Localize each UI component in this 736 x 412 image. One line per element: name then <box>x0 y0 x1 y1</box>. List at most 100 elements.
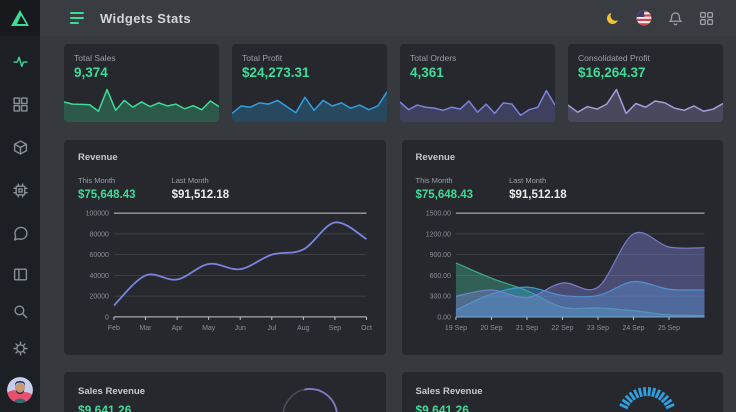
sales-revenue-value: $9,641.26 <box>415 403 469 412</box>
stats-row: Total Sales 9,374 Total Profit $24,273.3… <box>64 44 723 122</box>
tick-ring-gauge-chart <box>619 386 675 410</box>
sales-revenue-value: $9,641.26 <box>78 403 132 412</box>
sales-revenue-card-left: Sales Revenue $9,641.26 <box>64 372 386 412</box>
sparkline-chart <box>400 89 555 122</box>
this-month-block: This Month $75,648.43 <box>416 176 474 201</box>
last-month-value: $91,512.18 <box>171 189 230 201</box>
sidebar-item-products[interactable] <box>12 139 28 155</box>
sidebar <box>0 0 40 412</box>
last-month-block: Last Month $91,512.18 <box>172 176 230 201</box>
last-month-label: Last Month <box>171 176 209 185</box>
stat-card-total-orders: Total Orders 4,361 <box>400 44 555 122</box>
svg-text:Mar: Mar <box>140 325 153 332</box>
apps-grid-icon[interactable] <box>696 8 716 28</box>
this-month-block: This Month $75,648.43 <box>78 176 136 201</box>
svg-text:900.00: 900.00 <box>429 252 450 259</box>
sidebar-item-layout[interactable] <box>12 266 28 282</box>
svg-text:300.00: 300.00 <box>429 294 450 301</box>
card-title: Revenue <box>415 152 456 163</box>
sidebar-item-settings[interactable] <box>12 340 28 356</box>
last-month-block: Last Month $91,512.18 <box>509 176 567 201</box>
card-title: Sales Revenue <box>415 386 483 397</box>
svg-text:1500.00: 1500.00 <box>425 211 450 218</box>
svg-text:20000: 20000 <box>90 294 110 301</box>
donut-gauge-chart <box>281 388 338 412</box>
svg-text:600.00: 600.00 <box>429 273 450 280</box>
svg-text:80000: 80000 <box>90 231 110 238</box>
sidebar-item-system[interactable] <box>12 182 28 198</box>
language-flag-icon[interactable] <box>634 8 654 28</box>
notifications-bell-icon[interactable] <box>665 8 685 28</box>
sidebar-item-messages[interactable] <box>12 225 28 241</box>
this-month-label: This Month <box>415 176 453 185</box>
stat-label: Total Profit <box>242 53 283 63</box>
this-month-value: $75,648.43 <box>415 189 474 201</box>
sidebar-nav <box>12 53 28 241</box>
stat-label: Consolidated Profit <box>578 53 650 63</box>
last-month-label: Last Month <box>509 176 547 185</box>
content: Total Sales 9,374 Total Profit $24,273.3… <box>40 36 736 412</box>
sidebar-item-activity[interactable] <box>12 53 28 69</box>
svg-text:60000: 60000 <box>90 252 110 259</box>
package-cube-icon <box>13 139 27 155</box>
revenue-card-daily: Revenue This Month $75,648.43 Last Month… <box>401 140 723 355</box>
sparkline-chart <box>568 88 723 122</box>
stat-card-total-profit: Total Profit $24,273.31 <box>232 44 387 122</box>
charts-row: Revenue This Month $75,648.43 Last Month… <box>64 140 723 355</box>
stat-value: $24,273.31 <box>242 65 310 80</box>
revenue-line-chart: 0 20000 40000 60000 80000 100000 Feb Mar Apr May J… <box>86 211 372 332</box>
user-avatar[interactable] <box>7 377 33 403</box>
svg-text:25 Sep: 25 Sep <box>657 325 679 332</box>
layout-panel-icon <box>13 267 27 281</box>
svg-text:40000: 40000 <box>90 273 110 280</box>
sidebar-item-widgets[interactable] <box>12 96 28 112</box>
svg-text:20 Sep: 20 Sep <box>480 325 502 332</box>
last-month-value: $91,512.18 <box>509 189 567 201</box>
svg-text:Apr: Apr <box>172 325 184 332</box>
sparkline-chart <box>232 91 387 122</box>
revenue-area-chart: 0.00 300.00 600.00 900.00 1200.00 1500.00 19 S… <box>425 211 705 332</box>
stat-label: Total Sales <box>74 53 116 63</box>
sparkline-chart <box>64 88 219 122</box>
svg-text:22 Sep: 22 Sep <box>551 325 573 332</box>
cpu-chip-icon <box>12 182 28 198</box>
top-header: Widgets Stats <box>40 0 736 36</box>
theme-moon-icon[interactable] <box>603 8 623 28</box>
svg-text:100000: 100000 <box>86 211 109 218</box>
svg-text:Feb: Feb <box>108 325 120 332</box>
svg-text:0.00: 0.00 <box>437 314 451 321</box>
avatar-image <box>7 377 33 403</box>
svg-text:24 Sep: 24 Sep <box>622 325 644 332</box>
bottom-row: Sales Revenue $9,641.26 Sales Revenue $9… <box>64 372 723 412</box>
this-month-value: $75,648.43 <box>78 189 136 201</box>
stat-value: $16,264.37 <box>578 65 646 80</box>
svg-text:23 Sep: 23 Sep <box>586 325 608 332</box>
gear-icon <box>12 340 28 356</box>
page-title: Widgets Stats <box>100 10 192 26</box>
app-logo[interactable] <box>0 0 40 36</box>
stat-label: Total Orders <box>410 53 457 63</box>
card-title: Sales Revenue <box>78 386 146 397</box>
svg-text:Oct: Oct <box>361 325 371 332</box>
stat-card-consolidated-profit: Consolidated Profit $16,264.37 <box>568 44 723 122</box>
sidebar-bottom <box>7 266 33 412</box>
menu-toggle-icon[interactable] <box>70 12 84 24</box>
chat-bubble-icon <box>13 226 28 241</box>
svg-text:0: 0 <box>105 314 109 321</box>
this-month-label: This Month <box>78 176 116 185</box>
svg-text:Jun: Jun <box>235 325 246 332</box>
revenue-card-monthly: Revenue This Month $75,648.43 Last Month… <box>64 140 386 355</box>
stat-value: 4,361 <box>410 65 444 80</box>
widgets-grid-icon <box>12 96 28 112</box>
svg-text:19 Sep: 19 Sep <box>444 325 466 332</box>
logo-triangle-icon <box>11 10 29 26</box>
stat-value: 9,374 <box>74 65 108 80</box>
svg-text:21 Sep: 21 Sep <box>515 325 537 332</box>
svg-text:Aug: Aug <box>297 325 310 332</box>
stat-card-total-sales: Total Sales 9,374 <box>64 44 219 122</box>
card-title: Revenue <box>78 152 118 163</box>
sidebar-item-search[interactable] <box>12 303 28 319</box>
main-area: Widgets Stats <box>40 0 736 412</box>
svg-text:1200.00: 1200.00 <box>425 231 450 238</box>
